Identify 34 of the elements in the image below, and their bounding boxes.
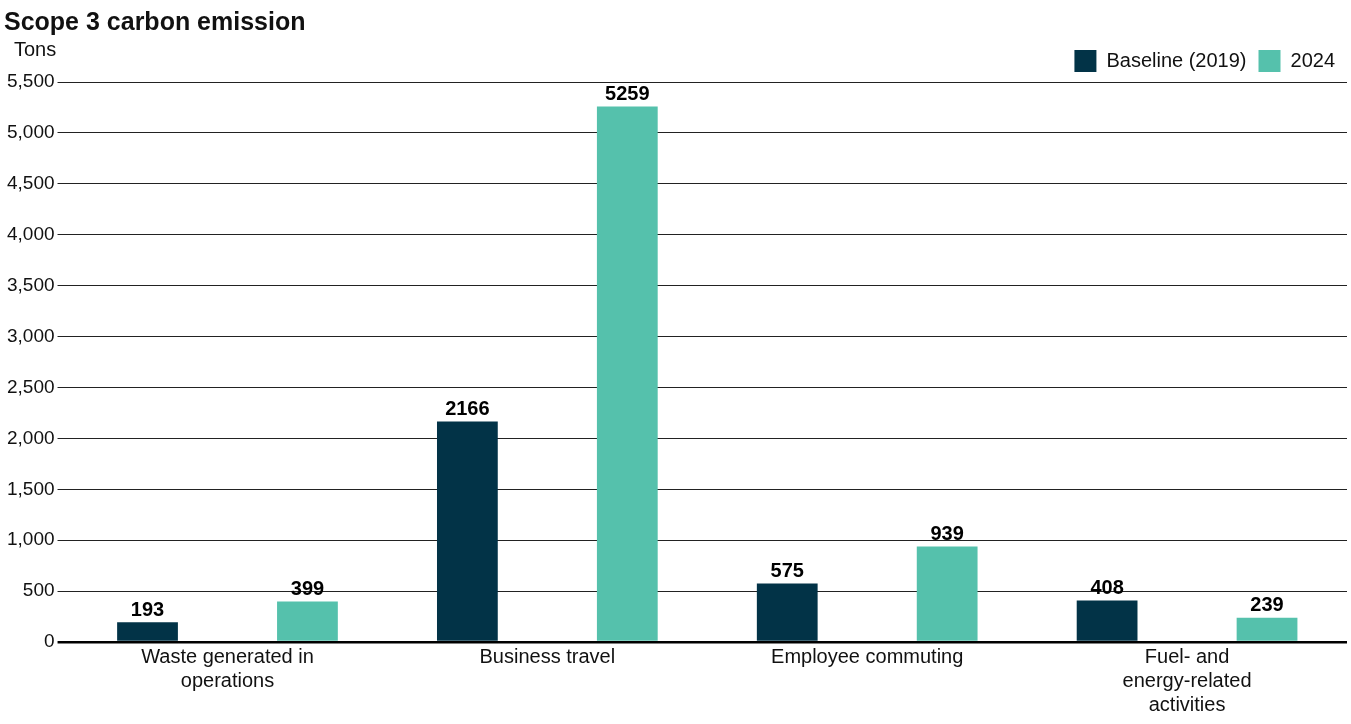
y-tick-label: 5,000	[7, 121, 55, 143]
bar	[756, 583, 818, 641]
data-label: 575	[770, 558, 804, 581]
data-label: 5259	[605, 82, 650, 105]
chart-title: Scope 3 carbon emission	[4, 6, 306, 35]
y-tick-label: 5,500	[7, 70, 55, 92]
y-tick-label: 3,500	[7, 273, 55, 295]
y-tick-label: 1,000	[7, 528, 55, 550]
x-tick-label: Employee commuting	[771, 644, 964, 667]
y-tick-label: 2,500	[7, 375, 55, 397]
legend-label: 2024	[1290, 48, 1336, 71]
data-label: 939	[930, 521, 964, 544]
x-tick-label: Fuel- and energy-related activities	[1122, 644, 1252, 715]
y-tick-label: 3,000	[7, 324, 55, 346]
y-tick-label: 500	[22, 579, 55, 601]
x-tick-label: Business travel	[479, 644, 616, 667]
bar	[1076, 600, 1138, 641]
y-tick-label: 4,500	[7, 172, 55, 194]
bar	[916, 546, 978, 641]
y-tick-label: 2,000	[7, 426, 55, 448]
x-tick-label: Waste generated in operations	[141, 644, 314, 691]
data-label: 2166	[445, 396, 490, 419]
data-label: 239	[1250, 593, 1284, 616]
bar	[596, 106, 658, 641]
bar	[436, 421, 498, 641]
y-tick-label: 1,500	[7, 477, 55, 499]
bar	[1236, 617, 1298, 641]
legend-label: Baseline (2019)	[1106, 48, 1247, 71]
y-axis-title: Tons	[14, 37, 57, 60]
y-tick-label: 0	[43, 630, 55, 652]
bar	[277, 601, 338, 641]
data-label: 193	[130, 597, 165, 620]
y-tick-label: 4,000	[7, 222, 55, 244]
bar	[117, 622, 178, 641]
